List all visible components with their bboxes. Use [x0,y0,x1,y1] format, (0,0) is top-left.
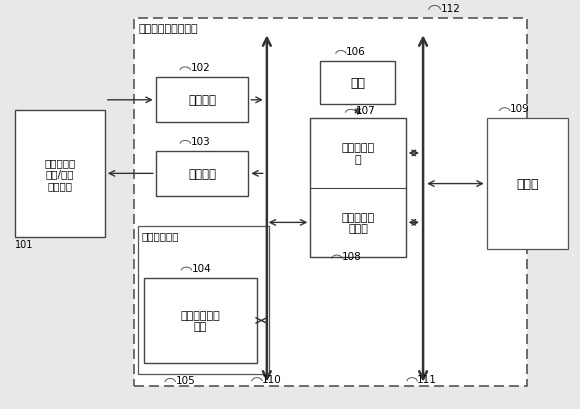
Bar [487,119,568,249]
Bar [156,78,248,123]
Bar [320,62,396,105]
Text: 107: 107 [356,106,376,116]
Text: 模拟波形数
据流/压缩
存储文件: 模拟波形数 据流/压缩 存储文件 [45,157,75,191]
Text: 106: 106 [346,47,366,57]
Text: 110: 110 [262,374,282,384]
Text: 压缩、解压处理模块: 压缩、解压处理模块 [139,24,198,34]
Text: 压缩和解压缩
程序: 压缩和解压缩 程序 [181,310,220,331]
Text: 111: 111 [417,374,437,384]
Bar [310,119,406,258]
Text: 101: 101 [15,239,34,249]
Text: 输入输出桥
接单元: 输入输出桥 接单元 [342,212,375,234]
Text: 108: 108 [342,252,362,262]
Text: 109: 109 [510,104,530,114]
Bar [139,227,269,374]
Bar [144,278,257,364]
Bar [156,151,248,196]
Bar [134,19,527,386]
Text: 103: 103 [190,137,210,146]
Text: 输入单元: 输入单元 [188,94,216,107]
Text: 内存: 内存 [350,77,365,90]
Text: 存储管理单
元: 存储管理单 元 [342,143,375,164]
Text: 处理器: 处理器 [516,178,538,191]
Text: 104: 104 [191,263,211,273]
Text: 102: 102 [190,63,210,73]
Text: 105: 105 [175,375,195,385]
Text: 程序存储单元: 程序存储单元 [142,231,179,241]
Bar [15,111,105,237]
Text: 112: 112 [440,4,461,14]
Text: 输出单元: 输出单元 [188,167,216,180]
